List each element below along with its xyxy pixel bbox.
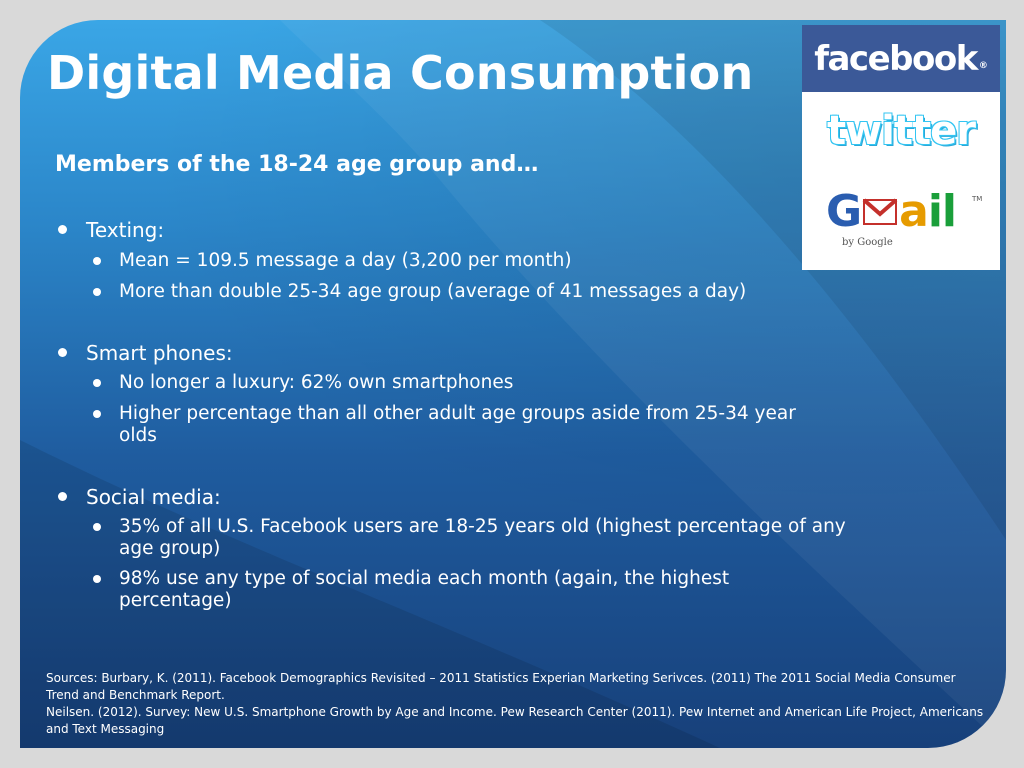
social-logos: facebook ® twitter G ail TM by Google bbox=[802, 25, 1000, 270]
sub-bullet: More than double 25-34 age group (averag… bbox=[55, 281, 855, 303]
sub-bullet: 35% of all U.S. Facebook users are 18-25… bbox=[55, 516, 864, 560]
bullet-smart-phones: Smart phones: bbox=[55, 341, 855, 365]
sub-bullet: Mean = 109.5 message a day (3,200 per mo… bbox=[55, 250, 855, 272]
sub-bullet: 98% use any type of social media each mo… bbox=[55, 568, 839, 612]
gmail-by-google: by Google bbox=[842, 237, 893, 248]
facebook-logo: facebook ® bbox=[802, 25, 1000, 92]
gmail-l: l bbox=[941, 186, 957, 237]
source-line: Sources: Burbary, K. (2011). Facebook De… bbox=[46, 671, 956, 702]
sub-bullet: Higher percentage than all other adult a… bbox=[55, 403, 839, 447]
envelope-icon bbox=[862, 198, 898, 225]
slide-subtitle: Members of the 18-24 age group and… bbox=[55, 152, 539, 177]
registered-mark: ® bbox=[978, 60, 988, 71]
gmail-wordmark: G ail bbox=[826, 186, 957, 237]
sources-note: Sources: Burbary, K. (2011). Facebook De… bbox=[46, 670, 986, 738]
gmail-g: G bbox=[826, 186, 862, 237]
gmail-a: a bbox=[899, 186, 929, 237]
bullet-texting: Texting: bbox=[55, 218, 855, 242]
bullet-social-media: Social media: bbox=[55, 485, 855, 509]
trademark-mark: TM bbox=[972, 195, 983, 203]
twitter-logo: twitter bbox=[827, 108, 976, 154]
slide-title: Digital Media Consumption bbox=[47, 46, 754, 100]
source-line: Neilsen. (2012). Survey: New U.S. Smartp… bbox=[46, 705, 984, 736]
facebook-wordmark: facebook bbox=[814, 38, 978, 79]
gmail-i: i bbox=[927, 186, 943, 237]
sub-bullet: No longer a luxury: 62% own smartphones bbox=[55, 372, 855, 394]
bullet-list: Texting: Mean = 109.5 message a day (3,2… bbox=[55, 218, 855, 612]
gmail-logo: G ail TM by Google bbox=[802, 175, 1000, 270]
